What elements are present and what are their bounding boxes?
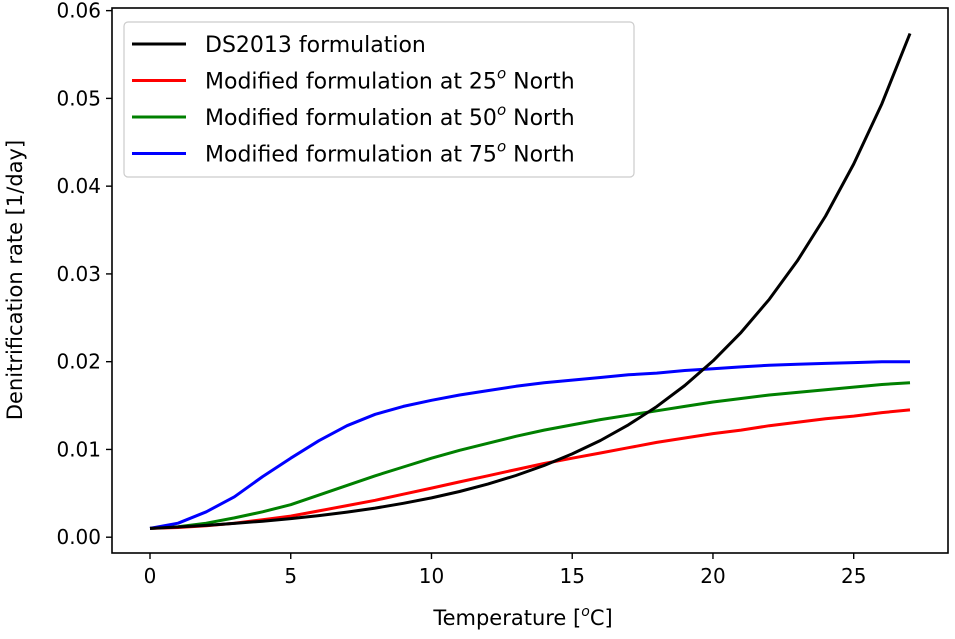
ticks-layer: 0 5 10 15 20 25 0.00 0.01 0.02 0.03 0.04 0.05 0.06 xyxy=(56,0,866,588)
series-line-1 xyxy=(149,408,911,530)
legend-label-0: DS2013 formulation xyxy=(205,33,426,58)
legend-label-3: Modified formulation at 75o North xyxy=(205,138,575,168)
y-tick-label: 0.00 xyxy=(56,525,101,549)
legend-box xyxy=(123,21,635,178)
series-line-2 xyxy=(149,381,911,530)
x-axis-label-tail: C] xyxy=(590,606,613,630)
x-axis-label: Temperature [oC] xyxy=(432,604,612,630)
legend-label-main: DS2013 formulation xyxy=(205,33,426,58)
y-axis-label: Denitrification rate [1/day] xyxy=(3,140,27,420)
legend-label-tail: North xyxy=(506,70,575,95)
legend-label-main: Modified formulation at 75 xyxy=(205,143,497,168)
plot-frame xyxy=(111,7,949,554)
x-tick-label: 0 xyxy=(144,564,157,588)
x-tick-label: 25 xyxy=(841,564,866,588)
x-tick-label: 20 xyxy=(700,564,725,588)
series-line-3 xyxy=(149,360,910,530)
legend-label-2: Modified formulation at 50o North xyxy=(205,101,575,131)
legend-label-tail: North xyxy=(506,106,575,131)
legend-label-main: Modified formulation at 25 xyxy=(205,70,497,95)
legend-label-main: Modified formulation at 50 xyxy=(205,106,497,131)
legend-label-super: o xyxy=(497,65,506,83)
x-tick-label: 5 xyxy=(284,564,297,588)
y-tick-label: 0.01 xyxy=(56,437,101,461)
y-tick-label: 0.02 xyxy=(56,350,101,374)
y-tick-label: 0.06 xyxy=(56,0,101,23)
y-tick-label: 0.05 xyxy=(56,86,101,110)
legend-label-tail: North xyxy=(506,143,575,168)
x-axis-label-main: Temperature [ xyxy=(432,606,581,630)
legend-entries: DS2013 formulation Modified formulation a… xyxy=(132,33,575,168)
x-tick-label: 10 xyxy=(419,564,444,588)
series-layer xyxy=(149,32,912,530)
x-axis-label-super: o xyxy=(581,604,590,620)
legend-label-super: o xyxy=(497,138,506,156)
legend-label-1: Modified formulation at 25o North xyxy=(205,65,575,95)
x-tick-label: 15 xyxy=(559,564,584,588)
series-line-0 xyxy=(149,32,912,530)
legend-label-super: o xyxy=(497,101,506,119)
legend: DS2013 formulation Modified formulation a… xyxy=(123,21,635,178)
y-tick-label: 0.04 xyxy=(56,174,101,198)
y-tick-label: 0.03 xyxy=(56,262,101,286)
